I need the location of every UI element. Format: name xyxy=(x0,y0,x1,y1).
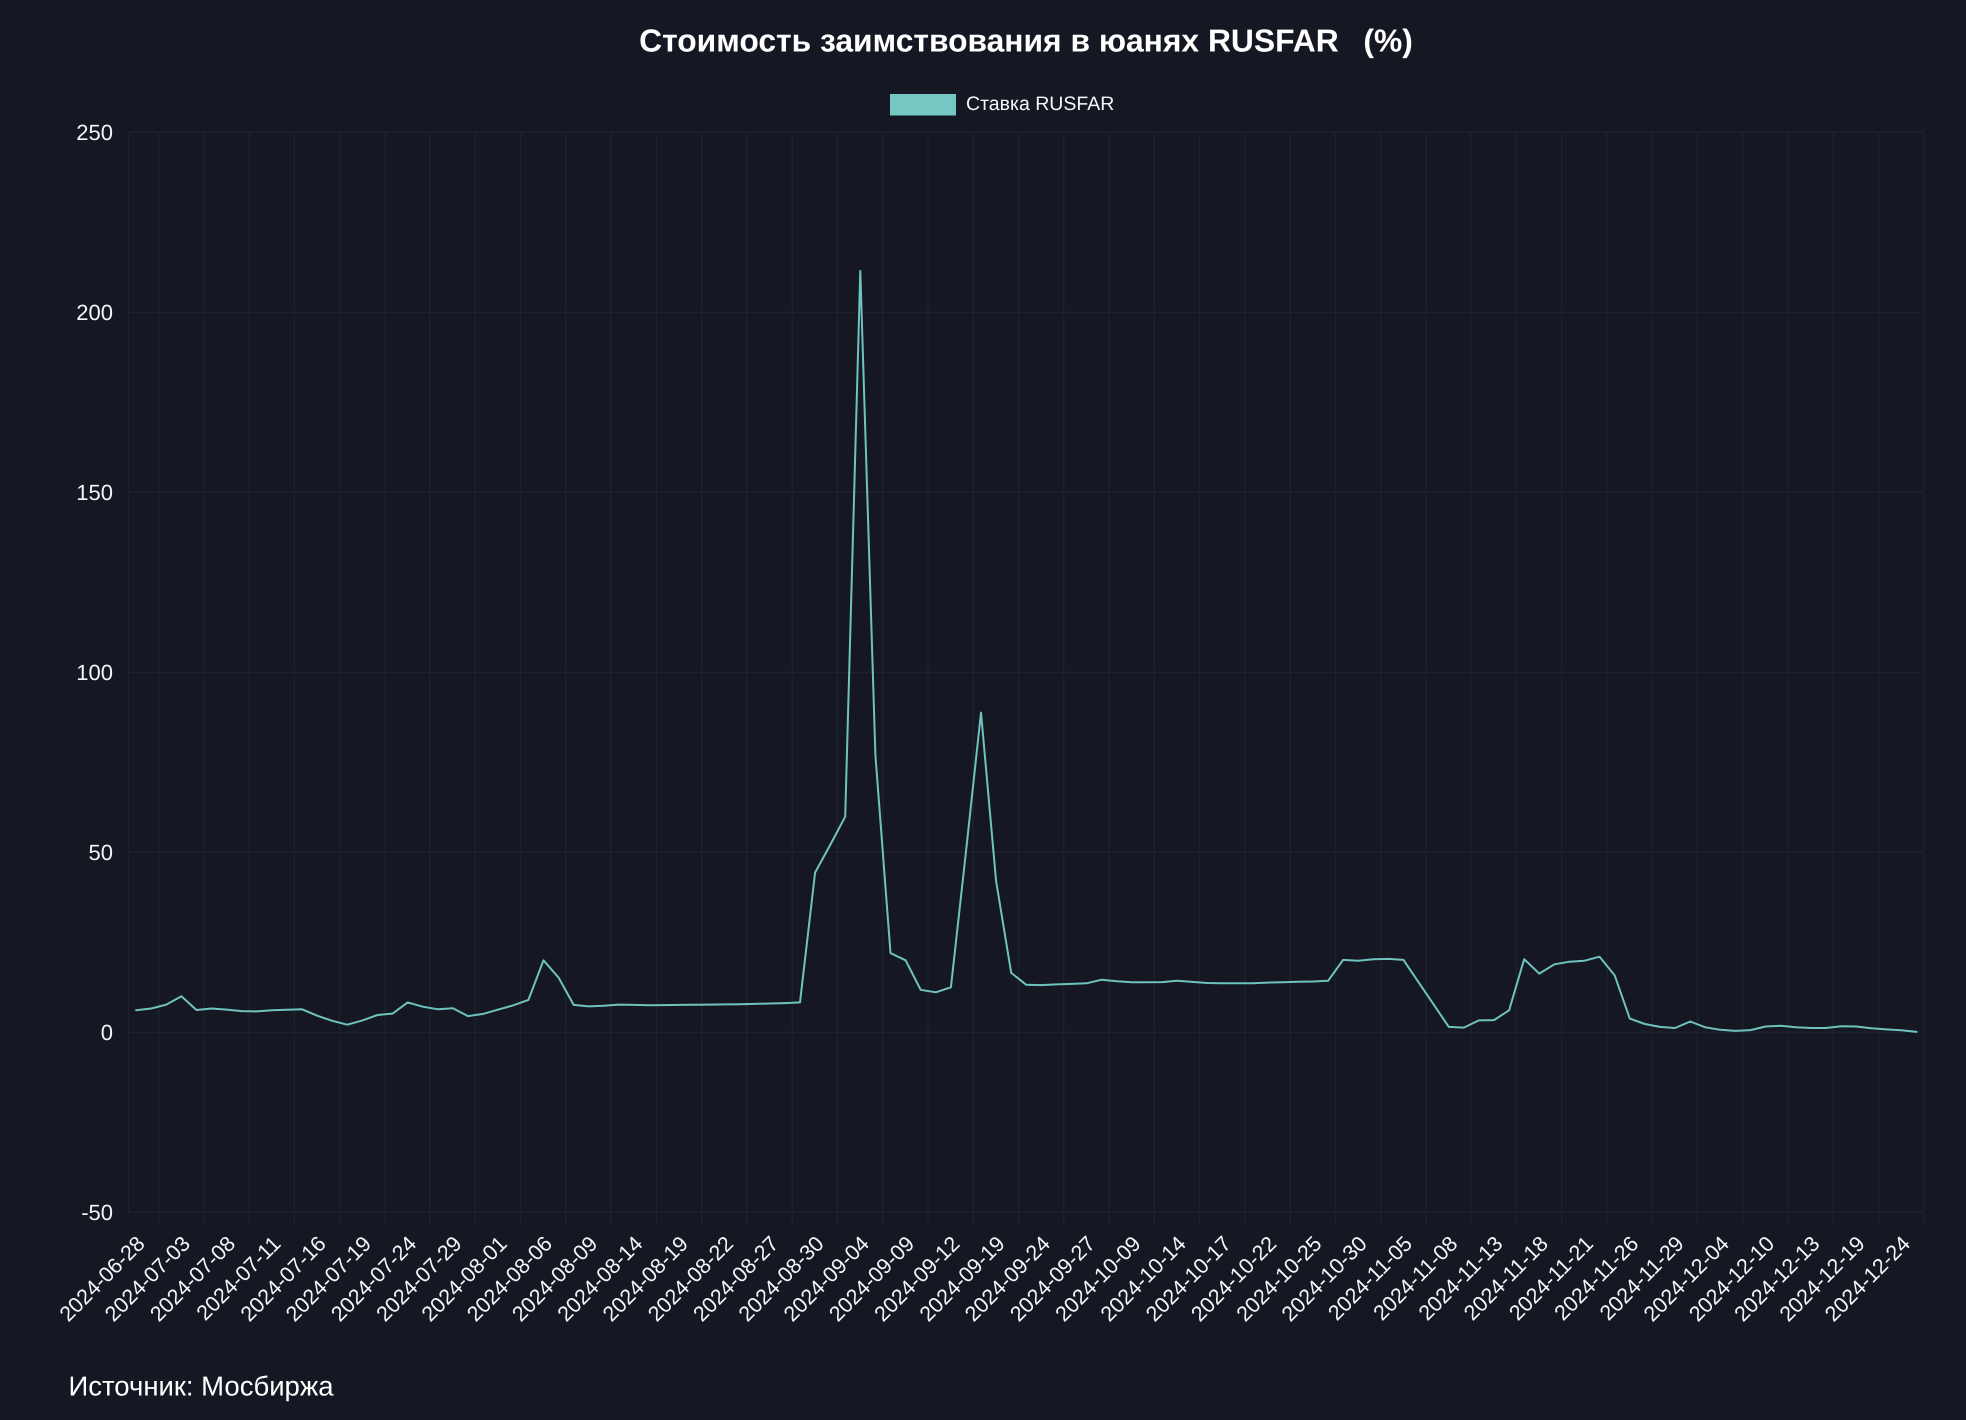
svg-text:Стоимость заимствования в юаня: Стоимость заимствования в юанях RUSFAR (… xyxy=(639,23,1413,59)
svg-text:100: 100 xyxy=(76,660,113,685)
svg-text:150: 150 xyxy=(76,480,113,505)
svg-text:50: 50 xyxy=(89,840,113,865)
svg-text:200: 200 xyxy=(76,300,113,325)
svg-text:0: 0 xyxy=(101,1020,113,1045)
svg-text:Источник: Мосбиржа: Источник: Мосбиржа xyxy=(69,1371,335,1402)
svg-text:250: 250 xyxy=(76,120,113,145)
svg-text:Ставка RUSFAR: Ставка RUSFAR xyxy=(966,93,1114,115)
svg-text:-50: -50 xyxy=(81,1200,113,1225)
